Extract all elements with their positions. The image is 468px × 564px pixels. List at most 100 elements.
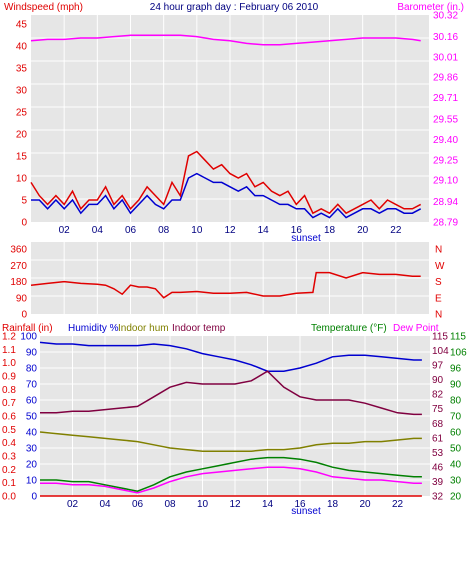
barometer-tick: 28.94 bbox=[433, 197, 458, 208]
rainfall-tick: 1.1 bbox=[2, 345, 16, 356]
direction-tick: 0 bbox=[21, 310, 27, 321]
temp-tick: 104 bbox=[432, 346, 449, 357]
temp-tick: 46 bbox=[432, 462, 444, 473]
rainfall-tick: 0.3 bbox=[2, 452, 16, 463]
barometer-line bbox=[30, 34, 421, 46]
rainfall-tick: 0.1 bbox=[2, 478, 16, 489]
wind-x-tick: 06 bbox=[125, 225, 137, 236]
humidity-line bbox=[39, 341, 422, 372]
temp-tick: 97 bbox=[432, 361, 444, 372]
climate-x-tick: 18 bbox=[327, 499, 339, 510]
windspeed-axis-label: Windspeed (mph) bbox=[4, 2, 83, 13]
dewpoint-tick: 40 bbox=[450, 460, 462, 471]
barometer-tick: 30.32 bbox=[433, 11, 458, 22]
rainfall-tick: 1.0 bbox=[2, 358, 16, 369]
indoor-temp-axis-label: Indoor temp bbox=[172, 323, 226, 334]
humidity-tick: 80 bbox=[26, 364, 38, 375]
indoor-hum-axis-label: Indoor hum bbox=[118, 323, 169, 334]
rainfall-axis-label: Rainfall (in) bbox=[2, 323, 53, 334]
humidity-tick: 0 bbox=[31, 492, 37, 503]
temp-tick: 75 bbox=[432, 404, 444, 415]
temp-tick: 39 bbox=[432, 477, 444, 488]
dewpoint-tick: 70 bbox=[450, 412, 462, 423]
temp-tick: 53 bbox=[432, 448, 444, 459]
windspeed-tick: 45 bbox=[16, 19, 28, 30]
windspeed-tick: 15 bbox=[16, 151, 28, 162]
rainfall-tick: 0.8 bbox=[2, 385, 16, 396]
windspeed-tick: 10 bbox=[16, 173, 28, 184]
temp-tick: 90 bbox=[432, 375, 444, 386]
dewpoint-tick: 50 bbox=[450, 444, 462, 455]
rainfall-tick: 1.2 bbox=[2, 332, 16, 343]
wind-x-tick: 20 bbox=[357, 225, 369, 236]
climate-x-tick: 04 bbox=[99, 499, 111, 510]
dew-point-line bbox=[40, 466, 422, 494]
barometer-tick: 29.55 bbox=[433, 115, 458, 126]
rainfall-tick: 0.6 bbox=[2, 412, 16, 423]
climate-x-tick: 08 bbox=[164, 499, 176, 510]
windspeed-tick: 30 bbox=[16, 85, 28, 96]
rainfall-tick: 0.4 bbox=[2, 438, 16, 449]
humidity-tick: 20 bbox=[26, 460, 38, 471]
sunset-label-1: sunset bbox=[291, 233, 321, 244]
wind-x-tick: 04 bbox=[92, 225, 104, 236]
barometer-tick: 30.16 bbox=[433, 32, 458, 43]
sunset-label-2: sunset bbox=[291, 506, 321, 517]
rainfall-tick: 0.0 bbox=[2, 492, 16, 503]
direction-tick: 360 bbox=[10, 245, 27, 256]
climate-x-tick: 16 bbox=[294, 499, 306, 510]
wind-x-tick: 10 bbox=[191, 225, 203, 236]
wind-x-tick: 02 bbox=[59, 225, 71, 236]
gust-line bbox=[31, 172, 422, 219]
windspeed-tick: 0 bbox=[21, 218, 27, 229]
humidity-tick: 90 bbox=[26, 348, 38, 359]
dewpoint-tick: 20 bbox=[450, 492, 462, 503]
temp-tick: 115 bbox=[432, 332, 448, 343]
temp-tick: 68 bbox=[432, 419, 444, 430]
windspeed-tick: 20 bbox=[16, 129, 28, 140]
barometer-axis-label: Barometer (in.) bbox=[397, 2, 464, 13]
dewpoint-tick: 90 bbox=[450, 380, 462, 391]
dewpoint-axis-label: Dew Point bbox=[393, 323, 439, 334]
climate-x-tick: 20 bbox=[359, 499, 371, 510]
climate-x-tick: 10 bbox=[197, 499, 209, 510]
wind-x-tick: 08 bbox=[158, 225, 170, 236]
direction-line bbox=[30, 271, 421, 299]
wind-x-tick: 22 bbox=[390, 225, 402, 236]
indoor-hum-line bbox=[39, 431, 422, 452]
wind-x-tick: 12 bbox=[224, 225, 236, 236]
dewpoint-tick: 106 bbox=[450, 348, 467, 359]
compass-tick: S bbox=[435, 277, 442, 288]
temperature-axis-label: Temperature (°F) bbox=[311, 323, 387, 334]
temperature-line bbox=[40, 456, 422, 492]
barometer-tick: 29.71 bbox=[433, 93, 458, 104]
rainfall-tick: 0.9 bbox=[2, 372, 16, 383]
climate-x-tick: 22 bbox=[392, 499, 404, 510]
rainfall-tick: 0.5 bbox=[2, 425, 16, 436]
compass-tick: N bbox=[435, 245, 442, 256]
windspeed-tick: 35 bbox=[16, 63, 28, 74]
windspeed-line bbox=[30, 150, 422, 215]
barometer-tick: 30.01 bbox=[433, 52, 458, 63]
barometer-tick: 28.79 bbox=[433, 218, 458, 229]
chart-title: 24 hour graph day : February 06 2010 bbox=[150, 2, 319, 13]
humidity-tick: 40 bbox=[26, 428, 38, 439]
indoor-temp-line bbox=[40, 370, 422, 416]
climate-x-tick: 06 bbox=[132, 499, 144, 510]
wind-chart: 0 5 10 15 20 25 30 35 40 45 28.79 28.94 29.10 29.25 29… bbox=[16, 11, 459, 237]
rainfall-tick: 0.7 bbox=[2, 398, 16, 409]
wind-x-tick: 18 bbox=[324, 225, 336, 236]
barometer-tick: 29.40 bbox=[433, 135, 458, 146]
windspeed-tick: 40 bbox=[16, 41, 28, 52]
temp-tick: 32 bbox=[432, 492, 444, 503]
humidity-tick: 10 bbox=[26, 476, 38, 487]
humidity-tick: 70 bbox=[26, 380, 38, 391]
direction-tick: 270 bbox=[10, 261, 27, 272]
direction-tick: 180 bbox=[10, 277, 27, 288]
climate-x-tick: 14 bbox=[262, 499, 274, 510]
wind-x-tick: 16 bbox=[291, 225, 303, 236]
climate-chart: 0.0 0.1 0.2 0.3 0.4 0.5 0.6 0.7 0.8 0.9 1.0 1.1 1.2 0… bbox=[2, 332, 467, 511]
barometer-tick: 29.10 bbox=[433, 176, 458, 187]
